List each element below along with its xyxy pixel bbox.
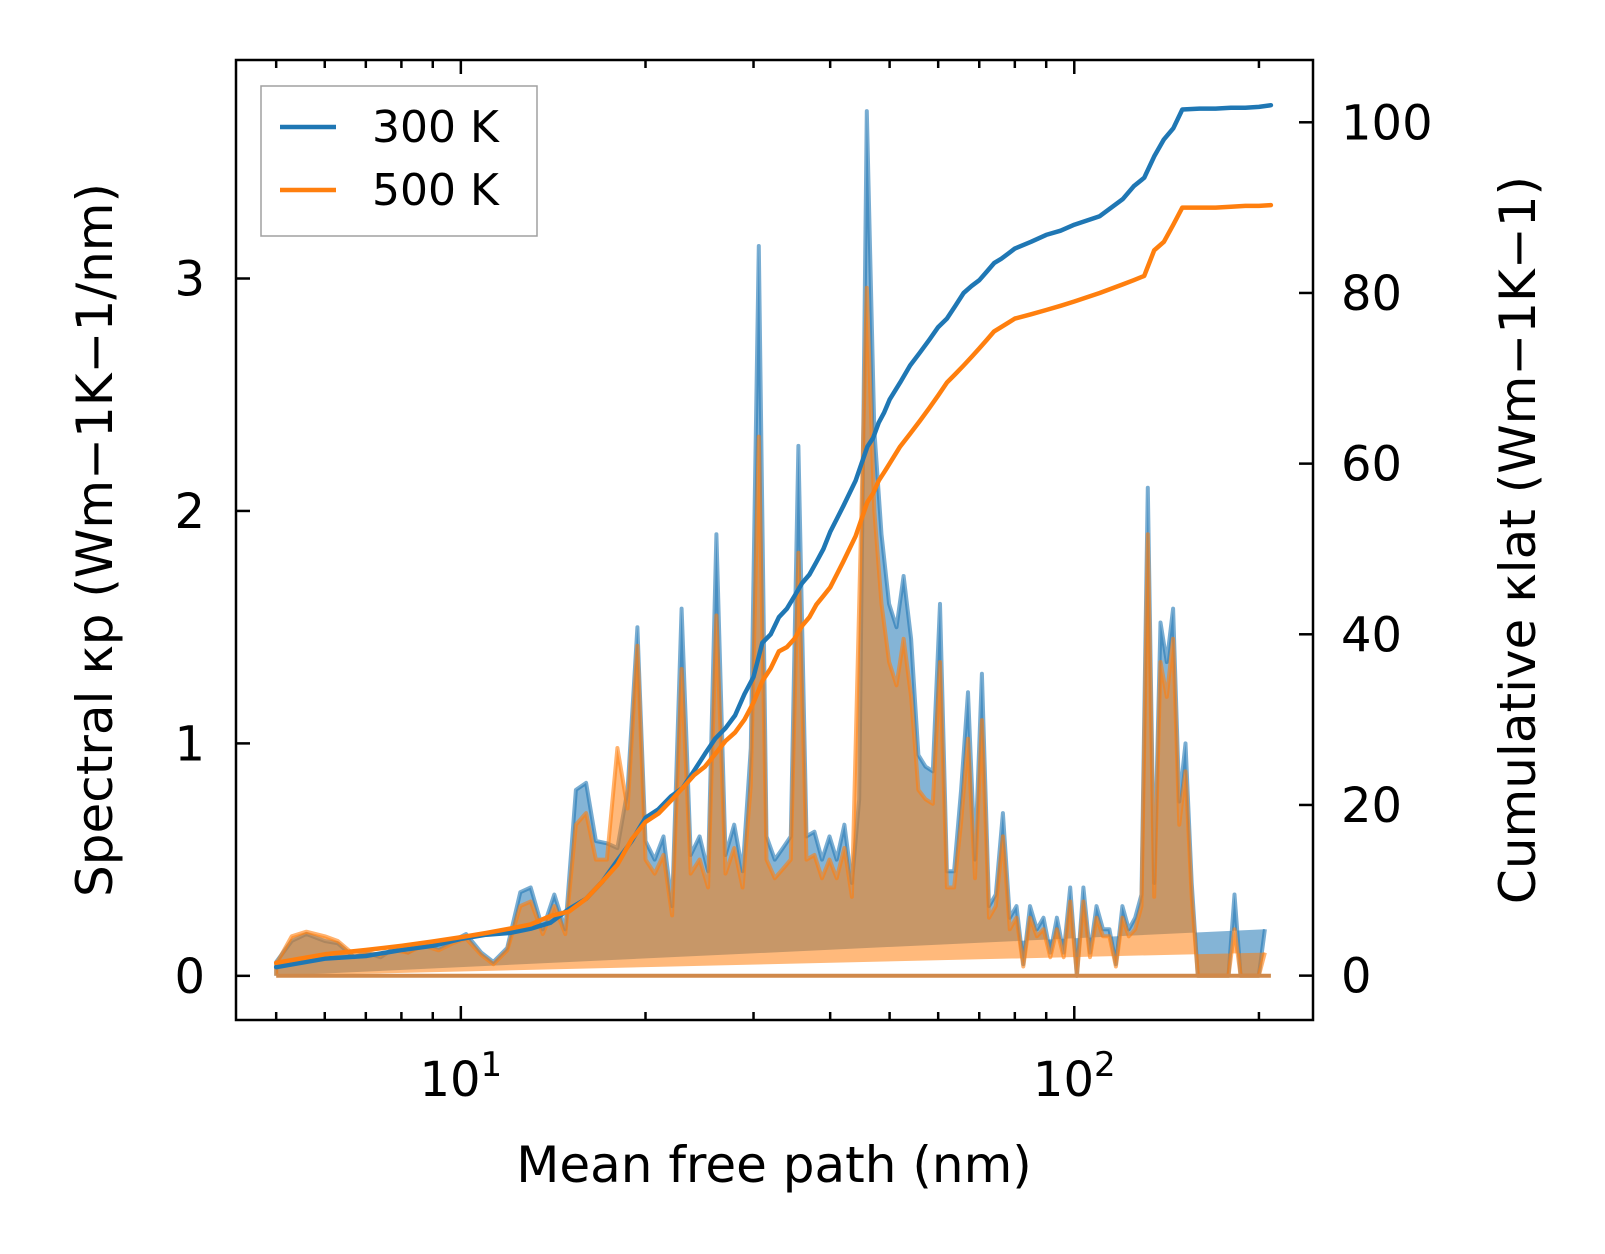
legend-label-500k: 500 K — [372, 165, 500, 216]
x-axis-ticks: 101 102 — [274, 60, 1261, 1108]
right-y-tick-label: 40 — [1341, 607, 1402, 663]
left-y-tick-label: 1 — [174, 716, 205, 772]
legend-label-300k: 300 K — [372, 102, 500, 153]
right-y-tick-label: 20 — [1341, 778, 1402, 834]
right-y-tick-label: 60 — [1341, 437, 1402, 493]
axes-frame — [234, 58, 1315, 1022]
right-y-tick-label: 100 — [1341, 95, 1433, 151]
right-y-tick-label: 80 — [1341, 266, 1402, 322]
right-y-axis-title: Cumulative κlat (Wm−1K−1) — [1489, 176, 1547, 904]
left-y-tick-label: 0 — [174, 949, 205, 1005]
cumulative-line-layer — [273, 102, 1274, 970]
x-tick-label: 102 — [1033, 1045, 1116, 1108]
left-y-axis-title: Spectral κp (Wm−1K−1/nm) — [66, 183, 124, 897]
x-axis-title: Mean free path (nm) — [516, 1136, 1032, 1194]
spectral-area-500k — [274, 285, 1267, 978]
left-y-axis-ticks: 0 1 2 3 — [174, 251, 250, 1005]
left-y-tick-label: 3 — [174, 251, 205, 307]
legend: 300 K 500 K — [260, 85, 538, 237]
right-y-axis-ticks: 0 20 40 60 80 100 — [1299, 95, 1433, 1005]
cumulative-line-500k — [273, 202, 1274, 966]
x-tick-label-exponent: 2 — [1094, 1045, 1116, 1085]
x-tick-label: 101 — [419, 1045, 502, 1108]
x-tick-label-base: 10 — [1033, 1052, 1094, 1108]
left-y-tick-label: 2 — [174, 484, 205, 540]
right-y-tick-label: 0 — [1341, 949, 1372, 1005]
legend-box — [260, 85, 538, 237]
x-tick-label-base: 10 — [419, 1052, 480, 1108]
x-tick-label-exponent: 1 — [481, 1045, 503, 1085]
